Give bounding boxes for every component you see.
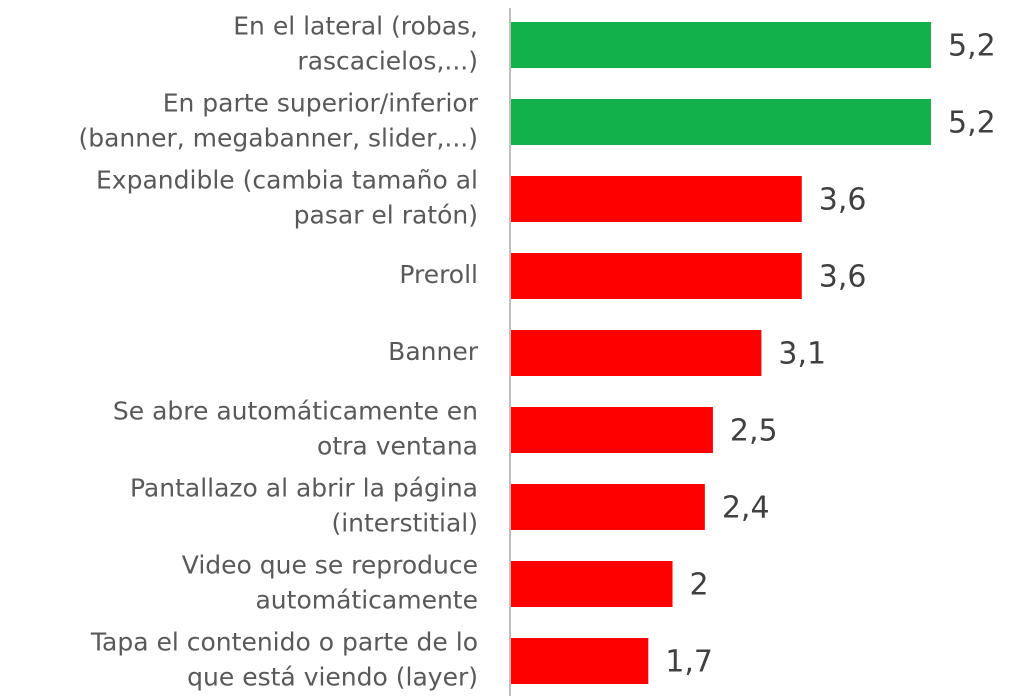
category-label: rascacielos,...) [297, 47, 478, 76]
category-label: pasar el ratón) [294, 201, 478, 230]
value-label: 3,1 [778, 337, 826, 372]
category-label: En el lateral (robas, [233, 12, 478, 41]
category-label: (interstitial) [331, 509, 478, 538]
category-label: Preroll [399, 260, 478, 289]
category-label: Video que se reproduce [182, 551, 478, 580]
category-label: automáticamente [255, 586, 478, 615]
category-label: En parte superior/inferior [163, 89, 479, 118]
bar [511, 330, 762, 376]
bar [511, 561, 673, 607]
bar [511, 638, 649, 684]
bar [511, 176, 802, 222]
value-label: 2 [690, 568, 709, 603]
value-label: 2,5 [730, 414, 778, 449]
category-label: Pantallazo al abrir la página [130, 474, 478, 503]
category-label: (banner, megabanner, slider,...) [78, 124, 478, 153]
category-label: Tapa el contenido o parte de lo [90, 628, 478, 657]
value-label: 3,6 [819, 183, 867, 218]
category-label: Se abre automáticamente en [113, 397, 478, 426]
value-label: 5,2 [948, 106, 996, 141]
category-label: que está viendo (layer) [187, 663, 478, 692]
value-label: 5,2 [948, 29, 996, 64]
value-label: 1,7 [665, 645, 713, 680]
bar [511, 407, 713, 453]
value-label: 2,4 [722, 491, 770, 526]
bar [511, 22, 931, 68]
bar [511, 99, 931, 145]
category-label: otra ventana [317, 432, 478, 461]
category-label: Expandible (cambia tamaño al [96, 166, 478, 195]
value-label: 3,6 [819, 260, 867, 295]
category-label: Banner [388, 337, 479, 366]
bar [511, 484, 705, 530]
bar [511, 253, 802, 299]
